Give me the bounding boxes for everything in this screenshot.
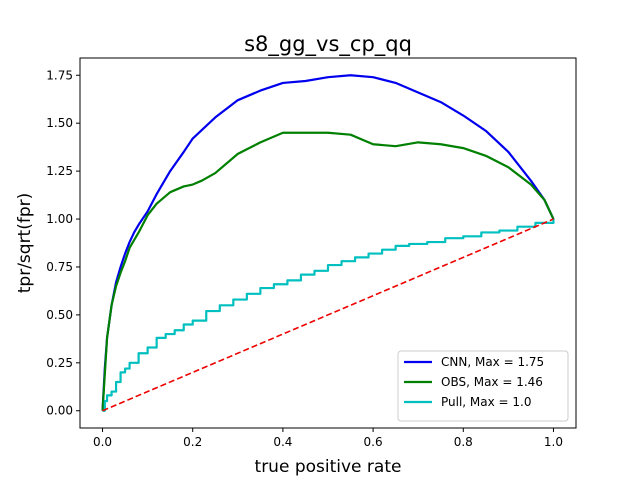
x-axis: 0.0 0.2 0.4 0.6 0.8 1.0 xyxy=(93,428,563,449)
y-axis: 0.00 0.25 0.50 0.75 1.00 1.25 1.50 1.75 xyxy=(46,68,80,418)
x-axis-label: true positive rate xyxy=(255,457,402,477)
y-tick-label: 1.00 xyxy=(46,212,73,226)
series-line-2 xyxy=(102,219,555,412)
x-tick-label: 0.4 xyxy=(273,435,292,449)
series-line-3 xyxy=(102,218,554,412)
y-tick-label: 0.50 xyxy=(46,308,73,322)
legend-box xyxy=(397,350,569,422)
series-line-0 xyxy=(101,74,555,411)
legend: CNN, Max = 1.75 OBS, Max = 1.46 Pull, Max … xyxy=(397,350,569,422)
x-tick-label: 0.8 xyxy=(454,435,473,449)
chart-title: s8_gg_vs_cp_qq xyxy=(244,32,412,57)
x-tick-label: 0.2 xyxy=(183,435,202,449)
legend-label: CNN, Max = 1.75 xyxy=(441,355,544,369)
legend-label: Pull, Max = 1.0 xyxy=(441,395,532,409)
legend-label: OBS, Max = 1.46 xyxy=(441,375,543,389)
series-layer xyxy=(101,74,555,412)
y-tick-label: 0.25 xyxy=(46,356,73,370)
y-tick-label: 0.00 xyxy=(46,404,73,418)
y-tick-label: 0.75 xyxy=(46,260,73,274)
y-tick-label: 1.75 xyxy=(46,68,73,82)
y-tick-label: 1.50 xyxy=(46,116,73,130)
y-tick-label: 1.25 xyxy=(46,164,73,178)
y-axis-label: tpr/sqrt(fpr) xyxy=(15,193,35,294)
x-tick-label: 0.6 xyxy=(364,435,383,449)
axes-frame xyxy=(79,57,577,429)
plot-area: 0.0 0.2 0.4 0.6 0.8 1.0 0.00 0.25 0.50 0.75 1.00 1… xyxy=(46,57,577,449)
series-line-1 xyxy=(101,131,555,411)
x-tick-label: 0.0 xyxy=(93,435,112,449)
x-tick-label: 1.0 xyxy=(544,435,563,449)
